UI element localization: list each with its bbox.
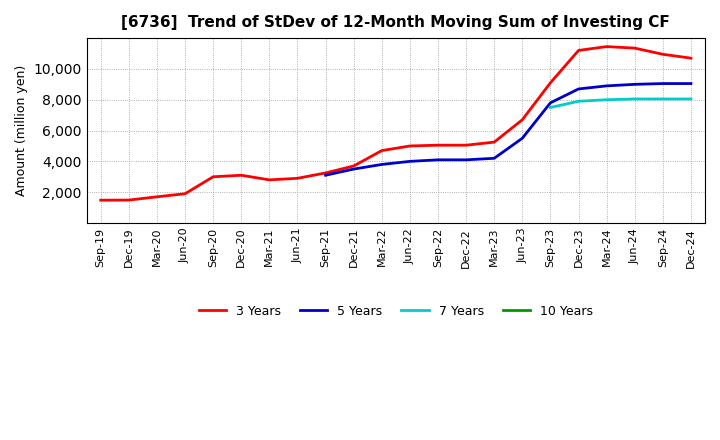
Legend: 3 Years, 5 Years, 7 Years, 10 Years: 3 Years, 5 Years, 7 Years, 10 Years: [194, 300, 598, 323]
Y-axis label: Amount (million yen): Amount (million yen): [15, 65, 28, 196]
Title: [6736]  Trend of StDev of 12-Month Moving Sum of Investing CF: [6736] Trend of StDev of 12-Month Moving…: [122, 15, 670, 30]
